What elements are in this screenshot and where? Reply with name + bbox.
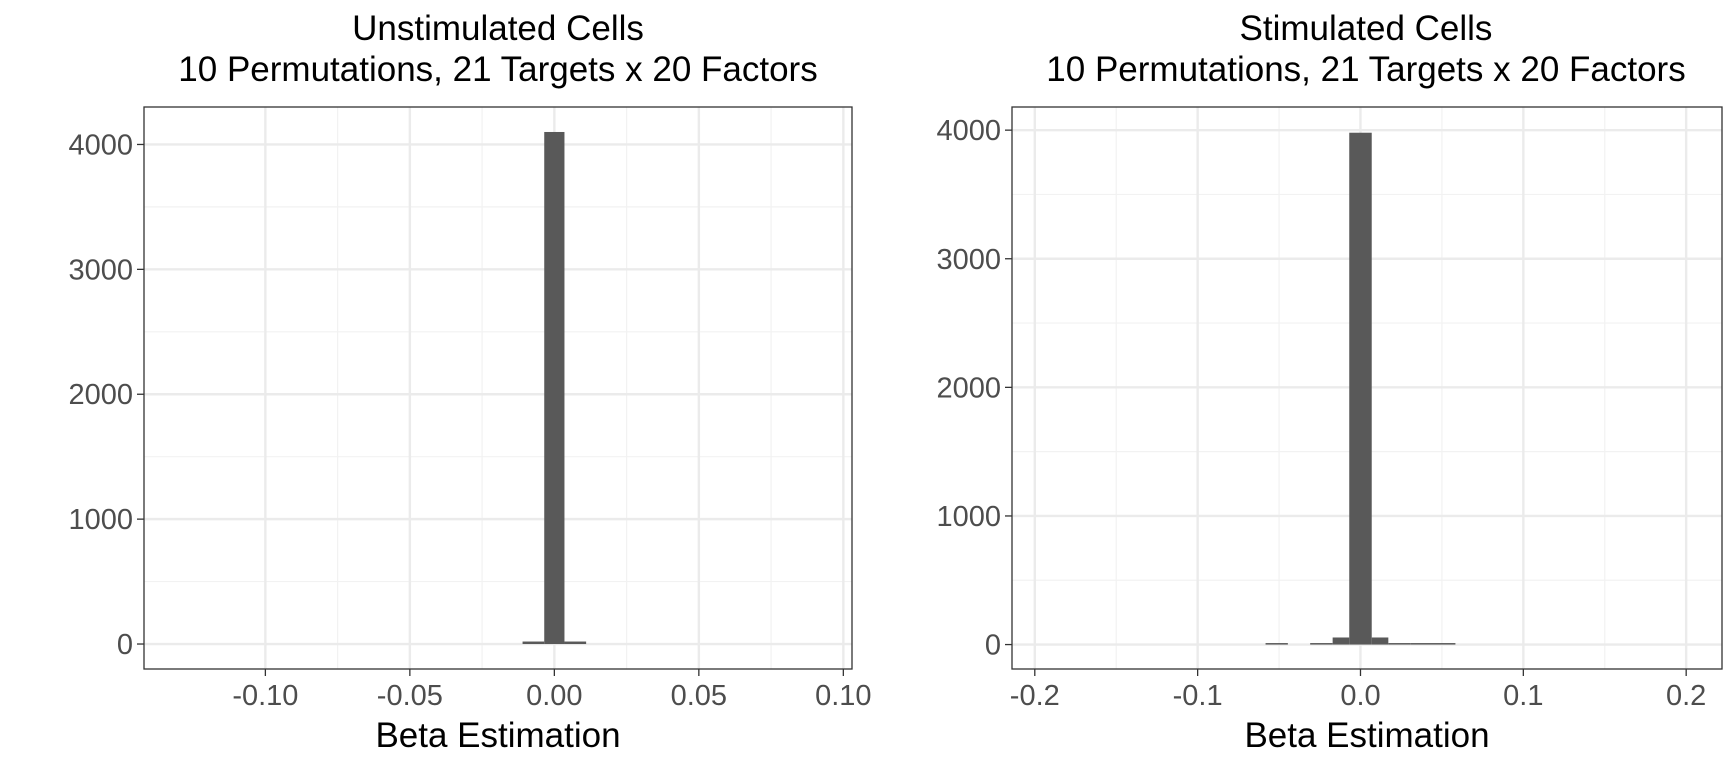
x-tick-label: 0.05 <box>671 680 727 712</box>
y-tick-label: 3000 <box>68 254 133 286</box>
x-axis-title: Beta Estimation <box>1244 716 1489 755</box>
x-tick-label: 0.00 <box>526 680 582 712</box>
x-tick-label: 0.1 <box>1503 680 1543 712</box>
histogram-bar <box>1371 637 1389 645</box>
plot-border <box>143 106 853 670</box>
x-tick-label: 0.10 <box>815 680 871 712</box>
y-tick-label: 1000 <box>936 501 1001 533</box>
histogram-bar <box>564 641 587 645</box>
histogram-bar <box>1388 643 1411 645</box>
histogram-bar <box>1349 132 1372 645</box>
histogram-bar <box>544 131 565 645</box>
x-axis-title: Beta Estimation <box>375 716 620 755</box>
histogram-bar <box>1310 643 1333 645</box>
y-tick-label: 4000 <box>936 115 1001 147</box>
chart-title: Stimulated Cells <box>1240 9 1493 48</box>
x-tick-label: -0.2 <box>1010 680 1060 712</box>
chart-subtitle: 10 Permutations, 21 Targets x 20 Factors <box>178 50 817 89</box>
x-tick-label: 0.2 <box>1666 680 1706 712</box>
plot-background <box>144 107 852 669</box>
y-tick-label: 0 <box>985 630 1001 662</box>
chart-title: Unstimulated Cells <box>352 9 644 48</box>
y-tick-label: 2000 <box>936 372 1001 404</box>
chart-subtitle: 10 Permutations, 21 Targets x 20 Factors <box>1046 50 1685 89</box>
y-tick-label: 0 <box>117 629 133 661</box>
histogram-bar <box>1332 637 1350 645</box>
x-tick-label: -0.05 <box>377 680 443 712</box>
y-tick-label: 4000 <box>68 129 133 161</box>
y-tick-label: 2000 <box>68 379 133 411</box>
x-tick-label: -0.1 <box>1173 680 1223 712</box>
histogram-bar <box>522 641 545 645</box>
histogram-bar <box>1265 643 1288 645</box>
x-tick-label: 0.0 <box>1340 680 1380 712</box>
y-tick-label: 1000 <box>68 504 133 536</box>
histogram-bar <box>1410 643 1456 645</box>
y-tick-label: 3000 <box>936 244 1001 276</box>
x-tick-label: -0.10 <box>232 680 298 712</box>
